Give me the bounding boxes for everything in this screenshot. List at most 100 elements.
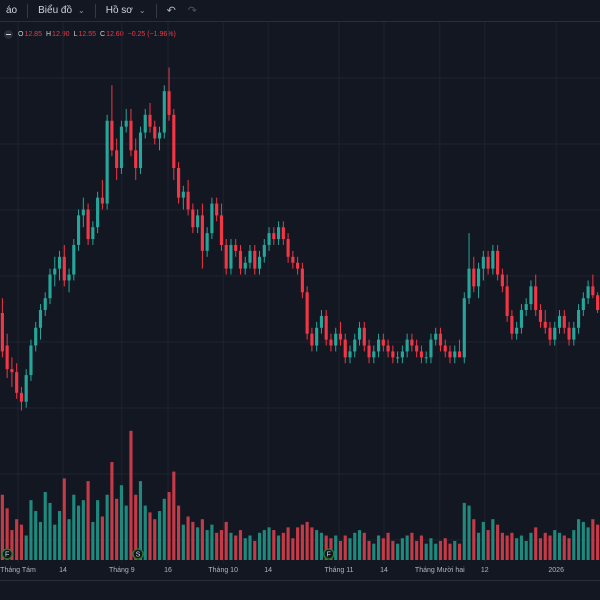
price-change: −0.25 (−1.96%) xyxy=(127,30,176,38)
candle-body xyxy=(105,120,109,204)
volume-bar xyxy=(172,471,176,560)
toolbar-divider xyxy=(27,3,29,18)
volume-bar xyxy=(591,519,595,560)
volume-bar xyxy=(215,532,219,560)
volume-bar xyxy=(486,530,490,560)
candle-body xyxy=(281,227,285,240)
candle xyxy=(143,108,147,139)
volume-bar xyxy=(400,538,404,560)
volume-bar xyxy=(296,527,300,560)
toolbar-divider xyxy=(155,3,157,18)
candle xyxy=(157,126,162,151)
time-axis-label: Tháng Tám xyxy=(0,567,36,574)
candle xyxy=(134,138,138,180)
time-axis-label: 14 xyxy=(59,567,67,574)
candle-body xyxy=(491,250,495,269)
toolbar-item-partial[interactable]: áo xyxy=(0,0,23,22)
candle xyxy=(119,120,123,174)
candle xyxy=(72,239,76,281)
volume-bar xyxy=(257,532,262,560)
candle-body xyxy=(286,239,290,257)
redo-icon: ↷ xyxy=(187,5,198,17)
event-badge[interactable]: F xyxy=(323,548,335,560)
candle-body xyxy=(272,233,276,240)
event-badge-circle xyxy=(1,548,13,560)
candle-body xyxy=(405,339,409,352)
candle-body xyxy=(181,191,185,198)
candle xyxy=(129,108,133,157)
candle-body xyxy=(100,197,104,204)
candle xyxy=(372,345,376,364)
candle-body xyxy=(110,120,114,151)
candle-body xyxy=(472,268,476,287)
candle-body xyxy=(267,233,271,245)
volume-bar xyxy=(267,527,271,560)
candle xyxy=(519,304,523,334)
candle-body xyxy=(453,351,457,358)
candle xyxy=(34,321,38,352)
candle xyxy=(38,304,43,340)
candle-body xyxy=(43,298,47,311)
profile-menu-button[interactable]: Hồ sơ ⌄ xyxy=(100,0,152,22)
volume-bar xyxy=(415,540,419,560)
event-badge-circle xyxy=(323,548,335,560)
event-badge-letter: F xyxy=(5,552,9,559)
volume-bar xyxy=(319,532,323,560)
candle-body xyxy=(167,91,171,115)
bottom-strip xyxy=(0,580,600,600)
candle-body xyxy=(24,375,28,402)
candle-body xyxy=(291,256,295,263)
volume-bar xyxy=(510,532,514,560)
candle xyxy=(448,345,452,364)
candle xyxy=(343,333,347,364)
candle xyxy=(453,345,457,364)
candle-body xyxy=(362,327,366,346)
candle-body xyxy=(257,256,262,269)
candle-body xyxy=(486,256,490,269)
volume-bar xyxy=(205,530,209,560)
candle-body xyxy=(5,345,9,370)
volume-bar xyxy=(162,498,166,560)
event-badge[interactable]: S xyxy=(132,548,144,560)
event-badge-letter: F xyxy=(327,552,331,559)
candle-body xyxy=(400,351,404,358)
candle xyxy=(0,298,4,358)
volume-bar xyxy=(181,524,185,560)
volume-bar xyxy=(367,540,371,560)
volume-bar xyxy=(543,532,547,560)
volume-bar xyxy=(234,535,238,560)
candle xyxy=(286,233,290,263)
candle-body xyxy=(391,351,395,358)
candle xyxy=(429,333,433,364)
candle-body xyxy=(210,203,214,234)
candle xyxy=(10,357,14,387)
volume-bar xyxy=(453,540,457,560)
volume-bar xyxy=(472,519,476,560)
chevron-down-icon: ⌄ xyxy=(138,6,146,15)
candle xyxy=(215,197,219,222)
candle-body xyxy=(581,298,585,311)
candle-body xyxy=(377,339,381,352)
event-badge[interactable]: F xyxy=(1,548,13,560)
candle xyxy=(567,321,571,346)
volume-bar xyxy=(557,532,562,560)
volume-bar xyxy=(534,527,538,560)
candle-body xyxy=(34,327,38,346)
undo-icon[interactable]: ↶ xyxy=(166,5,176,17)
volume-bar xyxy=(238,530,243,560)
candle xyxy=(24,369,28,408)
candle-body xyxy=(443,345,447,352)
candle-body xyxy=(477,268,481,287)
candle xyxy=(5,333,9,379)
volume-series xyxy=(0,430,600,560)
high-key: H xyxy=(45,30,52,38)
candle-body xyxy=(305,292,309,334)
chart-menu-button[interactable]: Biểu đồ ⌄ xyxy=(32,0,91,22)
candle-body xyxy=(386,345,390,352)
collapse-legend-icon[interactable] xyxy=(4,29,13,39)
time-axis[interactable]: Tháng Tám 14 Tháng 9 16 Tháng 10 14 Tháng 11 14… xyxy=(0,563,600,579)
volume-bar xyxy=(396,543,400,560)
candle-body xyxy=(553,327,557,340)
candle-body xyxy=(81,209,85,216)
